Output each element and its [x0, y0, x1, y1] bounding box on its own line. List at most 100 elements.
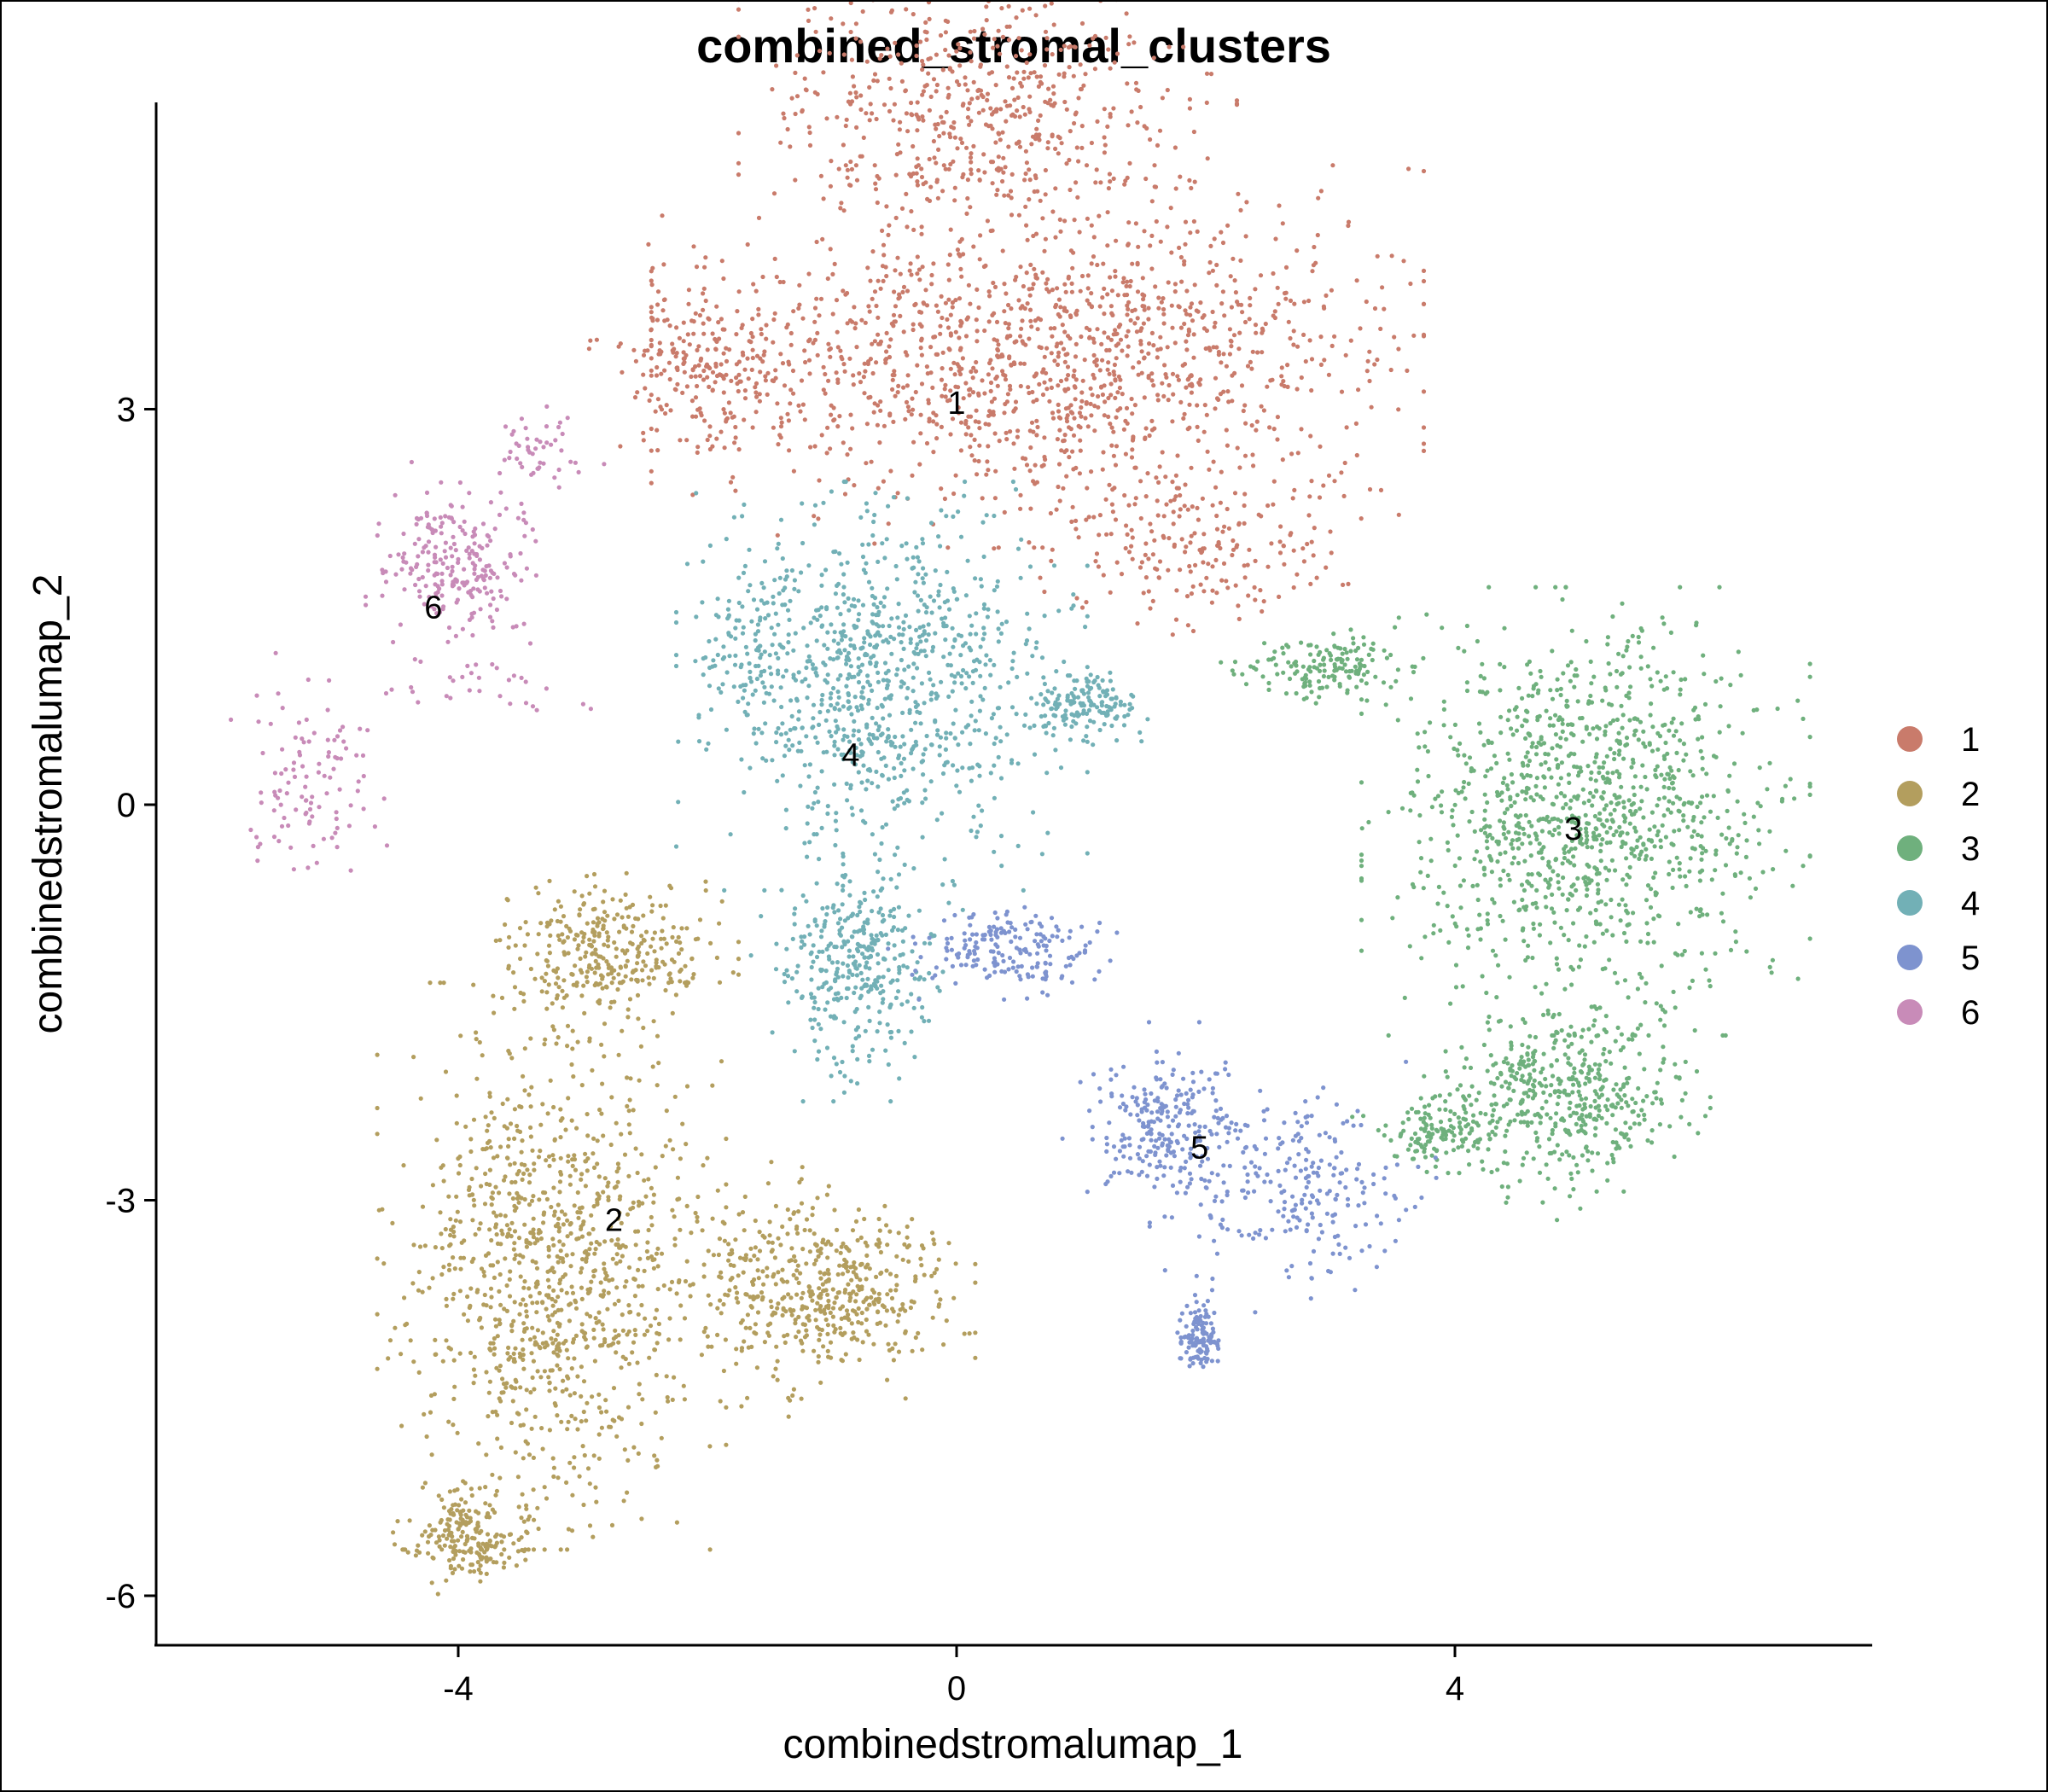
data-point: [601, 923, 606, 928]
data-point: [806, 1284, 812, 1289]
data-point: [1132, 307, 1137, 312]
data-point: [749, 1305, 754, 1310]
data-point: [1591, 830, 1597, 835]
data-point: [848, 1295, 853, 1300]
data-point: [1114, 238, 1119, 243]
data-point: [1160, 450, 1165, 455]
data-point: [1358, 326, 1363, 331]
data-point: [649, 328, 654, 333]
data-point: [858, 107, 864, 112]
data-point: [1499, 1084, 1504, 1089]
data-point: [734, 332, 739, 337]
data-point: [841, 52, 847, 57]
data-point: [1605, 1108, 1610, 1113]
data-point: [607, 1278, 612, 1283]
data-point: [675, 381, 680, 387]
data-point: [1178, 507, 1183, 512]
data-point: [1030, 389, 1035, 395]
data-point: [852, 483, 857, 488]
data-point: [381, 1261, 387, 1266]
data-point: [1190, 383, 1195, 388]
data-point: [595, 1161, 600, 1167]
data-point: [734, 1361, 739, 1366]
data-point: [1072, 218, 1077, 223]
data-point: [945, 262, 951, 267]
data-point: [1079, 334, 1084, 340]
data-point: [705, 1334, 710, 1339]
data-point: [930, 1315, 935, 1320]
data-point: [463, 1512, 468, 1517]
data-point: [1671, 800, 1676, 806]
data-point: [948, 388, 953, 393]
data-point: [524, 1506, 529, 1511]
data-point: [1095, 119, 1100, 124]
data-point: [1683, 677, 1688, 682]
data-point: [608, 1224, 614, 1229]
data-point: [950, 69, 955, 74]
data-point: [534, 1300, 540, 1306]
data-point: [909, 209, 914, 214]
data-point: [799, 1201, 805, 1206]
data-point: [1525, 750, 1530, 755]
data-point: [881, 479, 886, 484]
data-point: [460, 1529, 465, 1534]
data-point: [591, 951, 596, 956]
data-point: [649, 393, 654, 398]
data-point: [1574, 1121, 1579, 1126]
data-point: [569, 1118, 574, 1123]
data-point: [658, 352, 663, 357]
data-point: [501, 1178, 507, 1183]
data-point: [572, 1356, 577, 1361]
data-point: [375, 1366, 380, 1371]
data-point: [441, 980, 446, 986]
data-point: [903, 1330, 908, 1335]
data-point: [1502, 625, 1507, 631]
data-point: [946, 53, 951, 58]
data-point: [1178, 567, 1183, 573]
data-point: [1659, 1101, 1664, 1106]
data-point: [1509, 1046, 1514, 1051]
data-point: [1516, 846, 1521, 851]
data-point: [924, 440, 930, 446]
data-point: [655, 428, 660, 433]
data-point: [558, 1155, 563, 1161]
data-point: [1054, 302, 1059, 307]
data-point: [600, 975, 605, 980]
data-point: [407, 1518, 412, 1523]
data-point: [527, 1202, 532, 1207]
data-point: [961, 172, 966, 177]
data-point: [884, 1268, 889, 1273]
data-point: [1713, 852, 1719, 857]
data-point: [484, 1515, 489, 1520]
data-point: [555, 966, 561, 971]
data-point: [728, 480, 734, 485]
data-point: [996, 28, 1001, 33]
data-point: [771, 1271, 777, 1277]
data-point: [551, 1288, 556, 1293]
data-point: [492, 1545, 497, 1550]
data-point: [560, 988, 565, 993]
data-point: [910, 396, 915, 401]
data-point: [1213, 375, 1219, 381]
data-point: [1068, 187, 1073, 193]
data-point: [457, 1351, 463, 1356]
data-point: [424, 1434, 429, 1440]
data-point: [446, 1194, 451, 1199]
data-point: [800, 1247, 806, 1252]
data-point: [834, 1295, 839, 1300]
data-point: [1040, 545, 1045, 550]
data-point: [506, 1345, 511, 1350]
data-point: [1121, 276, 1126, 281]
data-point: [561, 1260, 566, 1265]
data-point: [1668, 810, 1673, 815]
data-point: [1227, 327, 1232, 332]
data-point: [579, 1083, 585, 1088]
data-point: [847, 90, 853, 96]
data-point: [721, 276, 726, 282]
data-point: [1106, 360, 1111, 365]
data-point: [633, 1332, 638, 1337]
data-point: [1138, 479, 1143, 484]
data-point: [793, 70, 798, 75]
data-point: [1003, 377, 1009, 382]
data-point: [893, 268, 898, 273]
